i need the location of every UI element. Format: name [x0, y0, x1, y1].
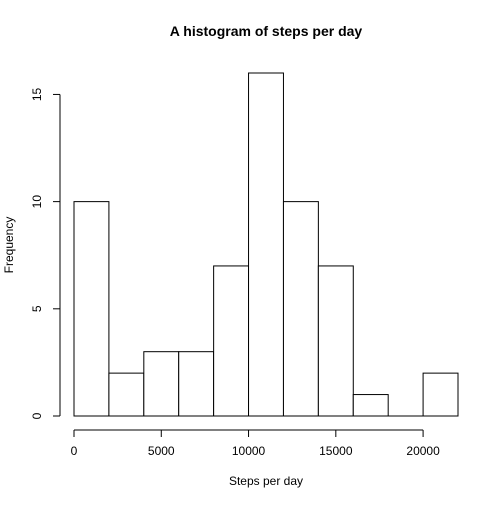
histogram-bar [248, 72, 284, 417]
x-axis: 0 5000 10000 15000 20000 [71, 429, 440, 458]
y-tick-label: 5 [30, 305, 44, 312]
histogram-bar [213, 265, 250, 417]
y-tick-label: 10 [30, 195, 44, 209]
histogram-bar [108, 372, 145, 417]
histogram-bar [73, 201, 110, 417]
y-tick-label: 0 [30, 412, 44, 419]
x-axis-title: Steps per day [229, 474, 303, 488]
x-tick-label: 0 [71, 444, 78, 458]
histogram-bar [143, 351, 180, 417]
x-tick-label: 10000 [232, 444, 266, 458]
histogram-bar [282, 201, 319, 417]
x-tick-label: 15000 [319, 444, 353, 458]
bars-group [73, 72, 459, 417]
y-axis-title: Frequency [2, 217, 16, 274]
chart-title: A histogram of steps per day [170, 23, 363, 39]
x-tick-label: 20000 [406, 444, 440, 458]
histogram-bar [317, 265, 354, 417]
y-axis: 0 5 10 15 [30, 87, 61, 419]
x-tick-label: 5000 [148, 444, 175, 458]
histogram-bar [422, 372, 459, 417]
histogram-bar [178, 351, 215, 417]
histogram-bar [352, 394, 389, 417]
y-tick-label: 15 [30, 87, 44, 101]
